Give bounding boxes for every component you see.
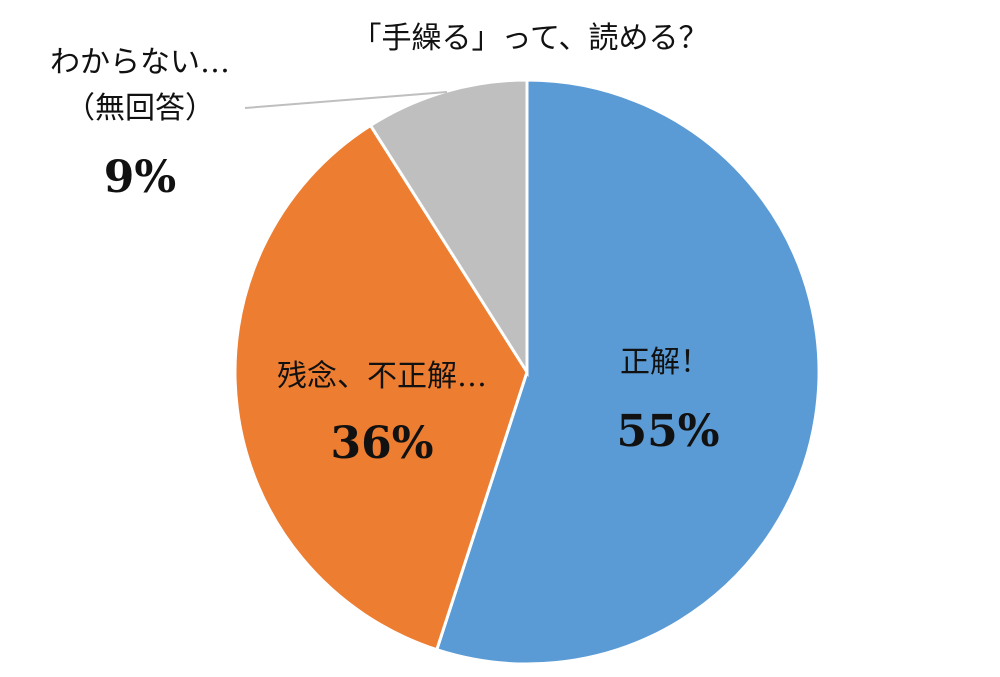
slice-value-incorrect: 36% — [330, 418, 433, 469]
slice-value-unknown: 9% — [104, 152, 176, 203]
slice-label-incorrect: 残念、不正解… — [277, 359, 487, 394]
pie-slice-correct — [434, 78, 821, 666]
slice-label-unknown-line2: （無回答） — [65, 91, 215, 126]
pie-slices — [233, 78, 821, 666]
slice-label-correct: 正解！ — [620, 345, 710, 380]
pie-slice-incorrect — [233, 123, 529, 652]
slice-label-unknown: わからない… — [50, 45, 230, 80]
leader-line — [244, 91, 448, 109]
slice-value-correct: 55% — [616, 406, 719, 457]
chart-title: 「手繰る」って、読める？ — [352, 21, 709, 56]
